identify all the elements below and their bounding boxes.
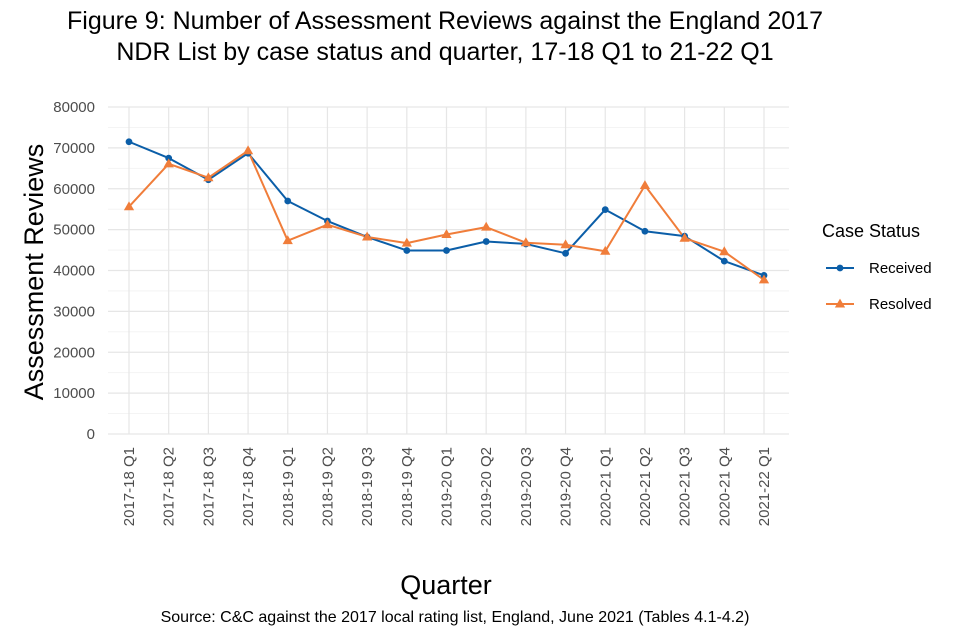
data-point-resolved [163, 158, 174, 168]
x-tick-label: 2018-19 Q3 [359, 447, 376, 526]
data-point-resolved [441, 229, 452, 239]
x-tick-label: 2020-21 Q4 [716, 447, 733, 526]
data-point-resolved [600, 245, 611, 255]
x-tick-label: 2019-20 Q1 [439, 447, 456, 526]
data-point-resolved [481, 221, 492, 231]
x-tick-label: 2018-19 Q2 [319, 447, 336, 526]
x-tick-label: 2017-18 Q1 [121, 447, 138, 526]
y-axis-label: Assessment Reviews [19, 144, 49, 401]
data-point-resolved [203, 172, 214, 182]
y-tick-label: 30000 [53, 303, 95, 320]
data-point-received [641, 227, 649, 235]
y-axis-ticks: 0 10000 20000 30000 40000 50000 60000 70000 8000… [53, 99, 95, 443]
data-point-resolved [758, 274, 770, 284]
x-tick-label: 2017-18 Q3 [200, 447, 217, 526]
x-tick-label: 2017-18 Q4 [240, 447, 257, 526]
data-point-received [562, 249, 569, 257]
data-point-received [482, 238, 490, 245]
data-point-received [403, 247, 411, 254]
data-point-received [165, 154, 173, 162]
x-tick-label: 2021-22 Q1 [756, 447, 773, 526]
y-tick-label: 20000 [53, 344, 95, 361]
data-point-received [601, 206, 609, 213]
x-tick-label: 2019-20 Q4 [558, 447, 575, 526]
data-point-received [284, 197, 292, 205]
gridlines [108, 106, 789, 435]
y-tick-label: 60000 [53, 181, 95, 198]
data-point-resolved [639, 180, 651, 189]
x-tick-label: 2019-20 Q3 [518, 447, 535, 526]
data-point-received [125, 138, 133, 146]
x-axis-label: Quarter [400, 570, 492, 600]
y-tick-label: 40000 [53, 263, 95, 280]
legend-title: Case Status [822, 221, 920, 241]
series-points [123, 138, 770, 284]
chart-title-line-1: Figure 9: Number of Assessment Reviews a… [67, 7, 823, 35]
source-note: Source: C&C against the 2017 local ratin… [160, 609, 750, 626]
data-point-resolved [401, 237, 412, 247]
y-tick-label: 0 [87, 426, 95, 443]
legend: Case Status Received Resolved [822, 221, 932, 313]
x-tick-label: 2017-18 Q2 [161, 447, 178, 526]
x-tick-label: 2018-19 Q4 [399, 447, 416, 526]
x-tick-label: 2020-21 Q1 [597, 447, 614, 526]
x-tick-label: 2020-21 Q3 [677, 447, 694, 526]
legend-key-marker-received [836, 264, 844, 272]
y-tick-label: 10000 [53, 385, 95, 402]
data-point-resolved [242, 145, 254, 155]
y-tick-label: 70000 [53, 140, 95, 157]
x-tick-label: 2020-21 Q2 [637, 447, 654, 526]
y-tick-label: 50000 [53, 222, 95, 239]
data-point-received [720, 257, 728, 265]
legend-key-marker-resolved [834, 298, 846, 308]
data-point-resolved [282, 235, 293, 245]
data-point-resolved [361, 231, 373, 241]
y-tick-label: 80000 [53, 99, 95, 116]
x-tick-label: 2018-19 Q1 [280, 447, 297, 526]
data-point-resolved [719, 246, 730, 256]
legend-label-resolved: Resolved [869, 296, 932, 313]
data-point-resolved [679, 232, 690, 242]
data-point-received [443, 247, 450, 254]
data-point-resolved [123, 201, 135, 211]
x-axis-ticks: 2017-18 Q1 2017-18 Q2 2017-18 Q3 2017-18 Q4… [121, 447, 773, 526]
chart-title-line-2: NDR List by case status and quarter, 17-… [116, 38, 774, 66]
x-tick-label: 2019-20 Q2 [478, 447, 495, 526]
data-point-resolved [520, 237, 532, 247]
data-point-resolved [560, 239, 571, 249]
data-point-resolved [322, 219, 333, 229]
legend-label-received: Received [869, 260, 932, 277]
